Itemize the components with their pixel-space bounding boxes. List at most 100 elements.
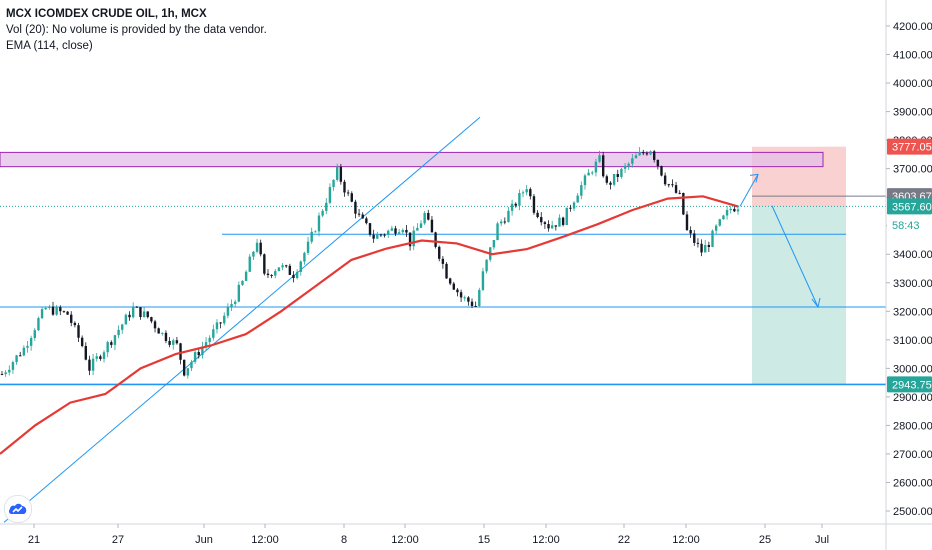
candle-down	[656, 159, 660, 167]
arrowhead-up-icon	[749, 173, 759, 183]
projection-down-line	[771, 205, 819, 308]
candle-down	[543, 222, 547, 225]
candle-up	[4, 372, 7, 375]
candle-up	[131, 306, 135, 318]
candle-down	[84, 346, 88, 360]
candle-up	[237, 284, 241, 302]
candle-down	[474, 305, 477, 307]
ema-114-line	[0, 195, 739, 455]
candle-up	[631, 158, 634, 164]
candle-down	[110, 342, 113, 345]
time-axis[interactable]: 21 27 Jun 12:00 8 12:00 15 12:00 22 12:00 25 Jul	[0, 523, 932, 546]
candle-down	[135, 306, 139, 308]
candle-down	[452, 283, 456, 290]
candle-up	[572, 202, 576, 209]
candle-down	[372, 234, 375, 239]
candle-up	[208, 337, 211, 343]
candle-up	[317, 215, 321, 232]
candle-up	[550, 225, 554, 229]
candle-down	[667, 184, 670, 186]
price-tick-label: 3700.00	[893, 164, 932, 176]
candle-down	[605, 176, 609, 183]
candle-up	[190, 361, 193, 369]
candle-up	[37, 318, 40, 331]
tradingview-cloud-icon[interactable]	[4, 495, 32, 523]
candle-down	[80, 337, 84, 347]
candle-down	[394, 228, 397, 234]
price-tick-label: 4000.00	[893, 78, 932, 90]
candle-up	[310, 231, 313, 242]
candle-up	[390, 228, 394, 231]
cloud-icon	[8, 503, 27, 514]
candle-up	[44, 307, 47, 310]
candle-up	[142, 311, 146, 318]
candle-down	[467, 297, 470, 302]
candle-up	[507, 210, 510, 223]
candle-down	[707, 244, 711, 247]
legend-ema: EMA (114, close)	[6, 40, 93, 52]
candle-up	[8, 369, 11, 373]
candle-up	[223, 315, 226, 324]
candle-down	[441, 258, 445, 264]
candle-up	[397, 232, 401, 234]
candle-up	[412, 230, 415, 247]
candle-down	[62, 311, 66, 313]
candle-down	[536, 212, 539, 218]
candle-up	[580, 185, 583, 196]
candle-down	[434, 232, 437, 247]
candle-up	[161, 332, 164, 334]
candle-up	[525, 189, 528, 193]
time-tick-label: 15	[478, 534, 490, 546]
candle-up	[113, 335, 117, 345]
candle-down	[445, 263, 448, 279]
candle-up	[295, 271, 299, 279]
candle-down	[671, 184, 674, 186]
candle-up	[481, 271, 485, 290]
candle-up	[204, 342, 208, 347]
candle-up	[48, 306, 51, 308]
candle-up	[121, 324, 124, 330]
candle-down	[569, 207, 572, 209]
price-label-text: 3777.05	[892, 142, 932, 154]
profit-target-zone	[752, 206, 846, 385]
candle-up	[193, 352, 197, 362]
projection-up-line	[739, 174, 759, 207]
candle-up	[117, 329, 120, 336]
candle-up	[55, 307, 58, 315]
candle-down	[259, 242, 262, 255]
candle-up	[649, 151, 652, 155]
candle-up	[478, 289, 481, 306]
candle-down	[696, 242, 700, 244]
candle-up	[22, 347, 26, 356]
candle-up	[230, 304, 233, 308]
candle-down	[459, 292, 463, 298]
chart-legend: MCX ICOMDEX CRUDE OIL, 1h, MCX Vol (20):…	[6, 6, 267, 54]
candle-down	[284, 265, 288, 267]
candle-down	[288, 265, 292, 275]
candle-up	[248, 256, 251, 272]
candle-down	[292, 274, 295, 279]
candle-up	[714, 225, 718, 231]
candle-down	[365, 218, 368, 224]
price-axis[interactable]: 2500.00 2600.00 2700.00 2800.00 2900.00 3000.…	[885, 0, 932, 550]
chart-zones	[0, 146, 886, 386]
time-tick-label: Jul	[815, 534, 829, 546]
time-tick-label: Jun	[195, 534, 213, 546]
price-tick-label: 4200.00	[893, 21, 932, 33]
candle-up	[336, 166, 339, 180]
candle-up	[591, 172, 594, 174]
candle-up	[332, 179, 335, 188]
candle-down	[601, 155, 605, 177]
candle-down	[354, 201, 357, 214]
candle-up	[29, 338, 33, 346]
candle-up	[255, 242, 259, 252]
candle-up	[299, 261, 302, 272]
candle-down	[19, 355, 22, 357]
candle-down	[700, 243, 703, 253]
candle-up	[186, 368, 190, 376]
candle-up	[124, 314, 128, 325]
candle-down	[430, 219, 434, 233]
candle-up	[252, 251, 255, 257]
